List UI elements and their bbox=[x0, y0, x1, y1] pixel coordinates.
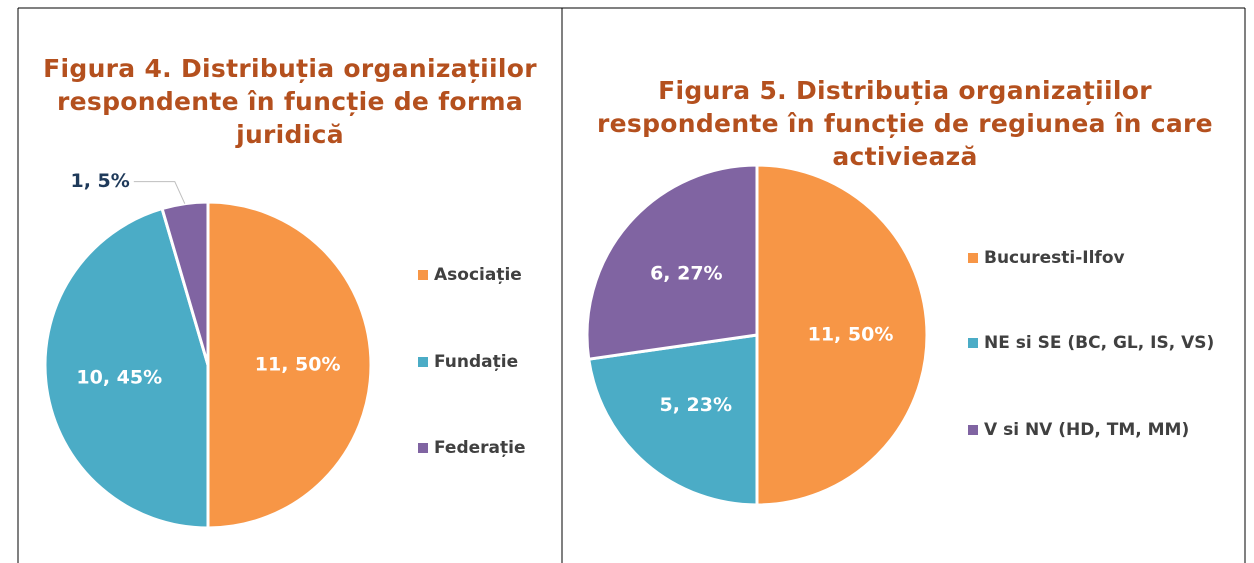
legend-swatch bbox=[418, 357, 428, 367]
data-label: 10, 45% bbox=[76, 366, 162, 388]
legend-label: Fundație bbox=[434, 352, 518, 372]
pie-slice bbox=[206, 200, 373, 530]
pie-slice bbox=[587, 333, 759, 507]
legend-label: Bucuresti-Ilfov bbox=[984, 248, 1125, 268]
data-label: 1, 5% bbox=[70, 170, 129, 192]
data-label: 5, 23% bbox=[660, 394, 733, 416]
legend-label: Asociație bbox=[434, 265, 522, 285]
chart-title: Figura 5. Distribuția organizațiilor res… bbox=[597, 76, 1213, 171]
pie-slice bbox=[755, 163, 929, 507]
leader-line bbox=[133, 181, 186, 204]
legend-swatch bbox=[968, 253, 978, 263]
pie-slice bbox=[43, 206, 210, 530]
chart-title: Figura 4. Distribuția organizațiilor res… bbox=[43, 54, 537, 149]
legend-swatch bbox=[418, 270, 428, 280]
pie-slice bbox=[160, 200, 210, 366]
legend-label: V si NV (HD, TM, MM) bbox=[984, 420, 1189, 440]
data-label: 11, 50% bbox=[808, 324, 894, 346]
legend-swatch bbox=[418, 443, 428, 453]
data-label: 6, 27% bbox=[650, 262, 723, 284]
pie-slice bbox=[585, 163, 759, 361]
legend-label: NE si SE (BC, GL, IS, VS) bbox=[984, 333, 1214, 353]
legend-swatch bbox=[968, 338, 978, 348]
legend-label: Federație bbox=[434, 438, 526, 458]
data-label: 11, 50% bbox=[255, 354, 341, 376]
legend-swatch bbox=[968, 425, 978, 435]
